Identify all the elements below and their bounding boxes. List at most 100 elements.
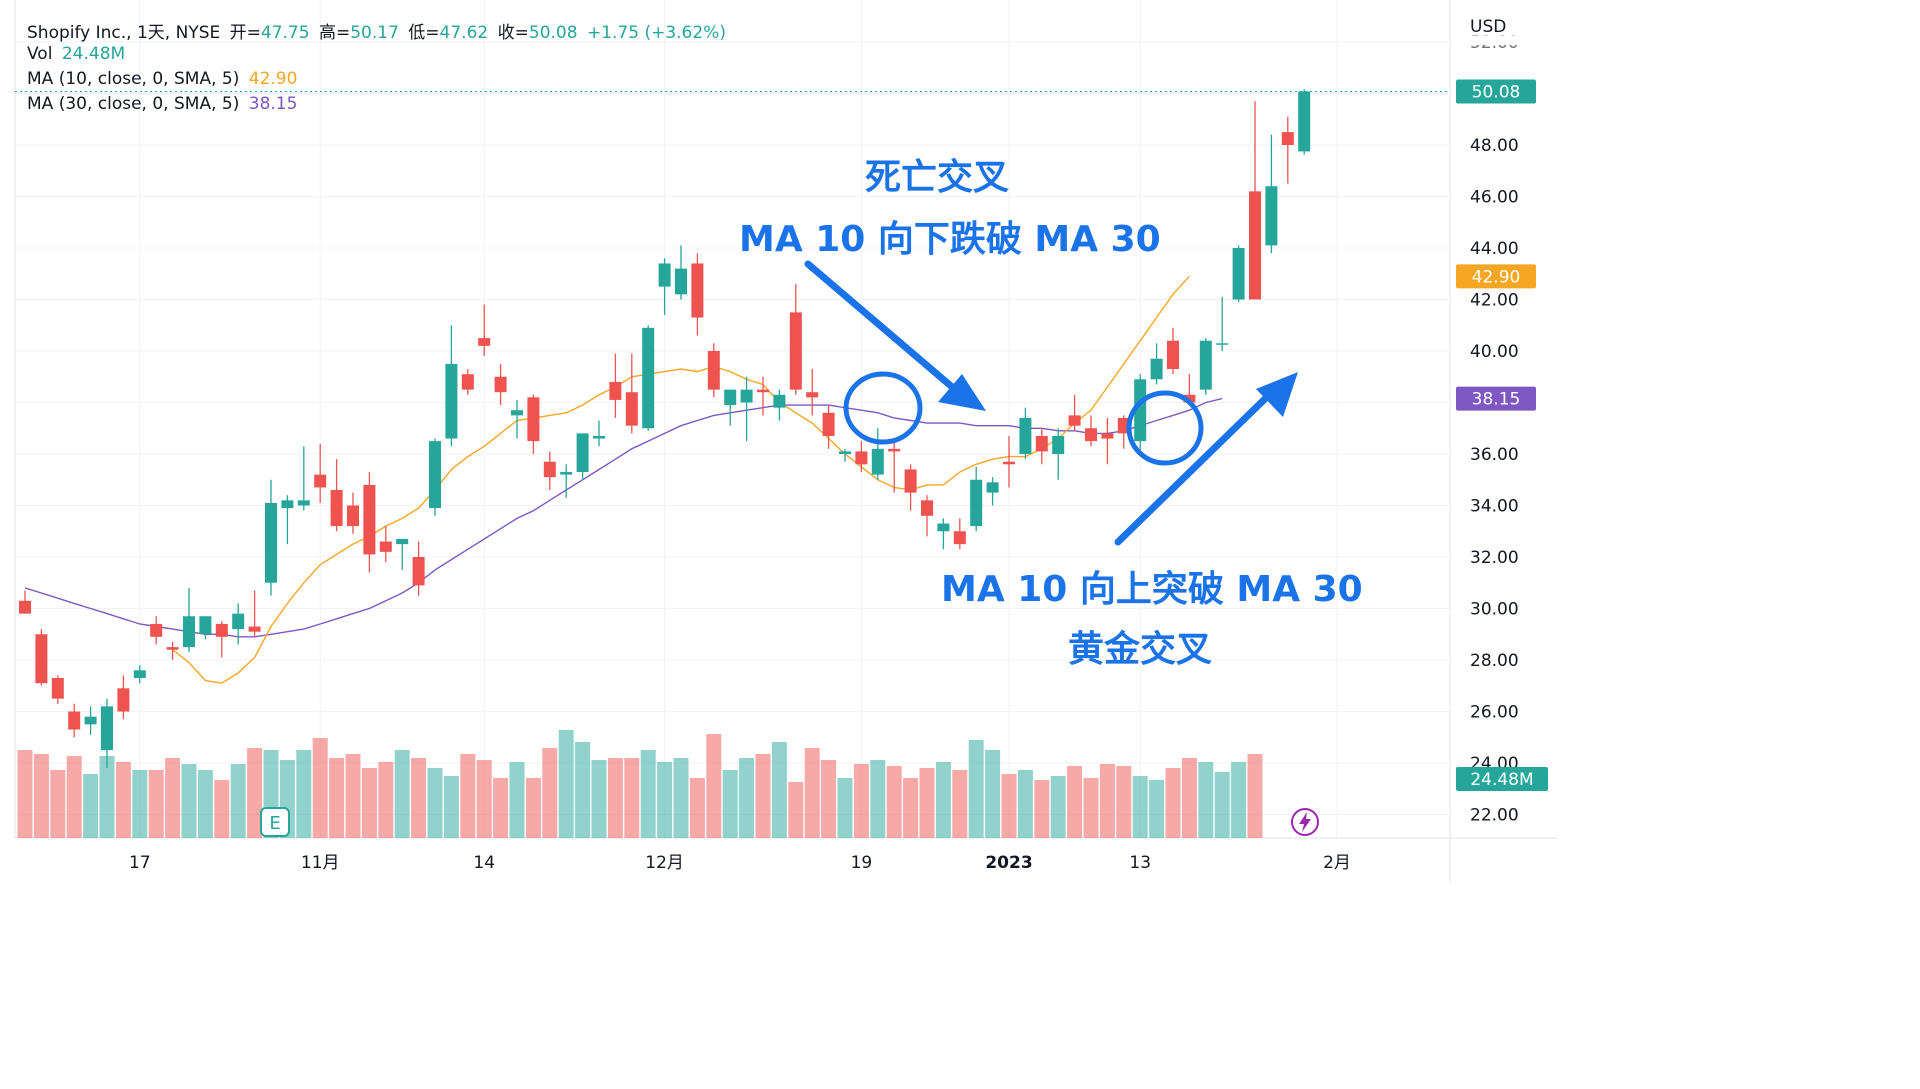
candle-body	[1068, 415, 1081, 426]
volume-bar	[345, 754, 361, 838]
ma10-price-tag	[1456, 264, 1536, 289]
candle-body	[691, 263, 704, 318]
volume-bar	[443, 776, 459, 838]
volume-bar	[33, 754, 49, 838]
candle-body	[117, 688, 130, 712]
candle-body	[232, 613, 245, 630]
change-value: +1.75 (+3.62%)	[586, 23, 726, 43]
ma30-legend[interactable]: MA (30, close, 0, SMA, 5) 38.15	[27, 94, 297, 114]
volume-bar	[771, 742, 787, 838]
y-tick-label: 22.00	[1470, 806, 1519, 826]
candle-body	[363, 484, 376, 555]
lightning-icon[interactable]	[1291, 808, 1319, 836]
volume-bar	[1034, 780, 1050, 838]
candle-body	[1167, 340, 1179, 370]
volume-bar	[1247, 754, 1263, 838]
candle-body	[281, 500, 294, 509]
volume-bar	[115, 762, 131, 838]
volume-bar	[509, 762, 525, 838]
candle-body	[707, 351, 720, 390]
x-tick-label: 12月	[645, 853, 684, 873]
volume-bar	[624, 758, 640, 838]
candlesticks	[19, 89, 1311, 769]
candle-body	[1052, 435, 1065, 454]
candle-body	[445, 363, 458, 439]
candle-body	[1298, 91, 1311, 152]
volume-bar	[640, 750, 656, 838]
volume-bar	[361, 768, 377, 838]
price-axis[interactable]: USD52.0022.0024.0026.0028.0030.0032.0034…	[1455, 17, 1555, 826]
candle-body	[904, 469, 917, 493]
volume-bar	[689, 778, 705, 838]
y-tick-label: 44.00	[1470, 239, 1519, 259]
volume-legend[interactable]: Vol 24.48M	[27, 44, 125, 64]
candle-body	[757, 389, 769, 393]
candle-body	[1019, 417, 1032, 454]
candle-body	[1150, 358, 1163, 380]
candle-body	[297, 500, 310, 506]
y-tick-label: 34.00	[1470, 497, 1519, 517]
candle-body	[412, 557, 425, 586]
candle-body	[1265, 186, 1278, 246]
y-tick-label: 26.00	[1470, 703, 1519, 723]
candle-body	[625, 392, 638, 426]
earnings-marker[interactable]: E	[260, 807, 290, 837]
candle-body	[478, 338, 491, 346]
golden-cross-arrow	[1114, 372, 1298, 546]
candle-body	[248, 626, 261, 632]
close-price-tag-text: 50.08	[1472, 82, 1521, 102]
symbol-name[interactable]: Shopify Inc., 1天, NYSE	[27, 23, 221, 43]
candle-body	[970, 479, 983, 527]
open-label: 开=	[229, 23, 261, 43]
volume-bar	[1083, 778, 1099, 838]
volume-bar	[673, 758, 689, 838]
volume-bar	[706, 734, 722, 838]
candle-body	[379, 541, 392, 552]
candle-body	[986, 482, 999, 493]
ma30-value: 38.15	[248, 94, 298, 114]
candle-body	[1216, 343, 1229, 345]
candle-body	[1232, 248, 1245, 300]
candle-body	[1003, 461, 1015, 465]
open-value: 47.75	[260, 23, 310, 43]
volume-bar	[460, 754, 476, 838]
volume-bar	[1149, 780, 1165, 838]
volume-bar	[99, 756, 115, 838]
x-tick-label: 17	[129, 853, 151, 873]
ma30-price-tag	[1456, 386, 1536, 411]
volume-bar	[804, 748, 820, 838]
volume-bar	[296, 750, 312, 838]
volume-bar	[1165, 768, 1181, 838]
volume-bar	[378, 762, 394, 838]
candle-body	[494, 376, 507, 393]
candle-body	[560, 472, 573, 475]
close-label: 收=	[497, 23, 529, 43]
volume-price-tag	[1456, 767, 1548, 791]
time-axis[interactable]: 17 11月 14 12月 19 2023 13 2月	[129, 853, 1351, 873]
death-cross-circle	[843, 371, 923, 445]
candle-body	[511, 410, 523, 416]
golden-cross-title: 黄金交叉	[1068, 629, 1213, 670]
candle-body	[35, 634, 48, 684]
volume-bar	[1198, 762, 1214, 838]
volume-bar	[657, 762, 673, 838]
death-cross-description: MA 10 向下跌破 MA 30	[739, 219, 1161, 260]
volume-bar	[1067, 766, 1083, 838]
volume-bar	[903, 778, 919, 838]
volume-bar	[476, 760, 492, 838]
candle-body	[822, 412, 835, 436]
x-tick-label: 13	[1129, 853, 1151, 873]
ma10-legend[interactable]: MA (10, close, 0, SMA, 5) 42.90	[27, 69, 297, 89]
volume-bar	[952, 770, 968, 838]
candle-body	[953, 531, 966, 545]
candle-body	[429, 441, 441, 509]
candle-body	[84, 716, 97, 725]
close-value: 50.08	[528, 23, 578, 43]
volume-price-tag-text: 24.48M	[1470, 770, 1533, 790]
volume-bar	[755, 754, 771, 838]
volume-bar	[968, 740, 984, 838]
volume-bar	[50, 770, 66, 838]
volume-bar	[394, 750, 410, 838]
candle-body	[773, 394, 786, 408]
